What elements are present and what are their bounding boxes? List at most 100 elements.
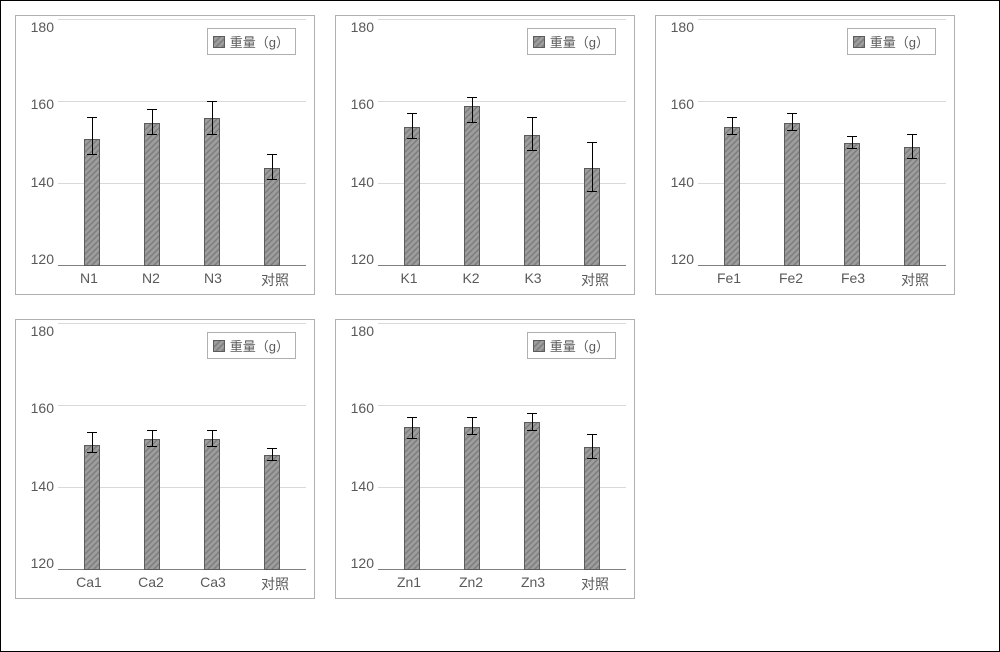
error-bar (92, 118, 93, 155)
error-cap (467, 417, 477, 418)
bar-slot (762, 20, 822, 266)
error-cap (847, 136, 857, 137)
x-tick-label: N2 (120, 266, 182, 294)
plot-area: 重量（g） (378, 324, 626, 570)
error-cap (727, 117, 737, 118)
bar-slot (122, 324, 182, 570)
bar-slot (442, 20, 502, 266)
y-tick-label: 180 (31, 324, 54, 338)
bar (84, 445, 100, 570)
legend-swatch (213, 36, 225, 48)
x-tick-label: 对照 (884, 266, 946, 294)
panel-fe: 180160140120重量（g）Fe1Fe2Fe3对照 (655, 15, 955, 295)
error-cap (267, 460, 277, 461)
plot-area: 重量（g） (58, 324, 306, 570)
error-bar (152, 431, 153, 447)
y-tick-label: 140 (31, 479, 54, 493)
bar-slot (562, 324, 622, 570)
bars (698, 20, 946, 266)
y-tick-label: 160 (31, 401, 54, 415)
bar (784, 123, 800, 267)
panel-ca: 180160140120重量（g）Ca1Ca2Ca3对照 (15, 319, 315, 599)
x-tick-label: Zn1 (378, 570, 440, 598)
bar-slot (382, 324, 442, 570)
plot-area: 重量（g） (698, 20, 946, 266)
error-cap (407, 438, 417, 439)
bar (264, 455, 280, 570)
x-tick-label: 对照 (244, 266, 306, 294)
bar-slot (502, 20, 562, 266)
error-cap (207, 134, 217, 135)
bar-slot (382, 20, 442, 266)
bar-slot (62, 324, 122, 570)
y-tick-label: 120 (31, 556, 54, 570)
legend-label: 重量（g） (550, 336, 609, 355)
bar-slot (702, 20, 762, 266)
bar (144, 439, 160, 570)
error-bar (472, 98, 473, 123)
y-tick-label: 180 (351, 324, 374, 338)
x-tick-label: Zn2 (440, 570, 502, 598)
error-cap (907, 158, 917, 159)
bar (264, 168, 280, 266)
error-cap (407, 138, 417, 139)
error-cap (267, 154, 277, 155)
error-cap (787, 113, 797, 114)
x-tick-label: 对照 (564, 570, 626, 598)
y-tick-label: 140 (671, 175, 694, 189)
bars (378, 324, 626, 570)
bar (464, 427, 480, 571)
legend-swatch (853, 36, 865, 48)
bar (524, 422, 540, 570)
error-bar (472, 418, 473, 434)
y-tick-label: 180 (31, 20, 54, 34)
error-cap (207, 430, 217, 431)
y-tick-label: 180 (671, 20, 694, 34)
x-tick-label: Ca3 (182, 570, 244, 598)
error-cap (87, 154, 97, 155)
y-axis: 180 160 140 120 (16, 320, 58, 570)
x-tick-label: 对照 (244, 570, 306, 598)
bar-slot (122, 20, 182, 266)
legend-swatch (533, 36, 545, 48)
plot-area: 重量（g） (58, 20, 306, 266)
x-tick-label: K3 (502, 266, 564, 294)
bar (904, 147, 920, 266)
legend-label: 重量（g） (230, 32, 289, 51)
panel-zn: 180160140120重量（g）Zn1Zn2Zn3对照 (335, 319, 635, 599)
y-axis: 180160140120 (336, 320, 378, 570)
x-tick-label: Fe3 (822, 266, 884, 294)
bar-slot (242, 324, 302, 570)
bars (58, 20, 306, 266)
legend-swatch (213, 340, 225, 352)
error-cap (587, 191, 597, 192)
y-tick-label: 120 (31, 252, 54, 266)
bar-slot (182, 20, 242, 266)
error-bar (212, 431, 213, 447)
error-cap (467, 434, 477, 435)
bar-slot (182, 324, 242, 570)
error-bar (272, 155, 273, 180)
y-tick-label: 160 (351, 97, 374, 111)
error-cap (527, 117, 537, 118)
error-bar (152, 110, 153, 135)
error-cap (727, 134, 737, 135)
x-axis: N1N2N3对照 (16, 266, 314, 294)
error-cap (407, 417, 417, 418)
x-tick-label: Fe2 (760, 266, 822, 294)
error-bar (592, 143, 593, 192)
bar-slot (442, 324, 502, 570)
bar-slot (562, 20, 622, 266)
error-cap (207, 101, 217, 102)
legend-label: 重量（g） (870, 32, 929, 51)
error-cap (467, 97, 477, 98)
x-tick-label: Ca1 (58, 570, 120, 598)
plot-area: 重量（g） (378, 20, 626, 266)
bar (204, 439, 220, 570)
error-cap (907, 134, 917, 135)
bar (464, 106, 480, 266)
y-tick-label: 120 (671, 252, 694, 266)
x-tick-label: N1 (58, 266, 120, 294)
y-tick-label: 160 (671, 97, 694, 111)
error-bar (912, 135, 913, 160)
